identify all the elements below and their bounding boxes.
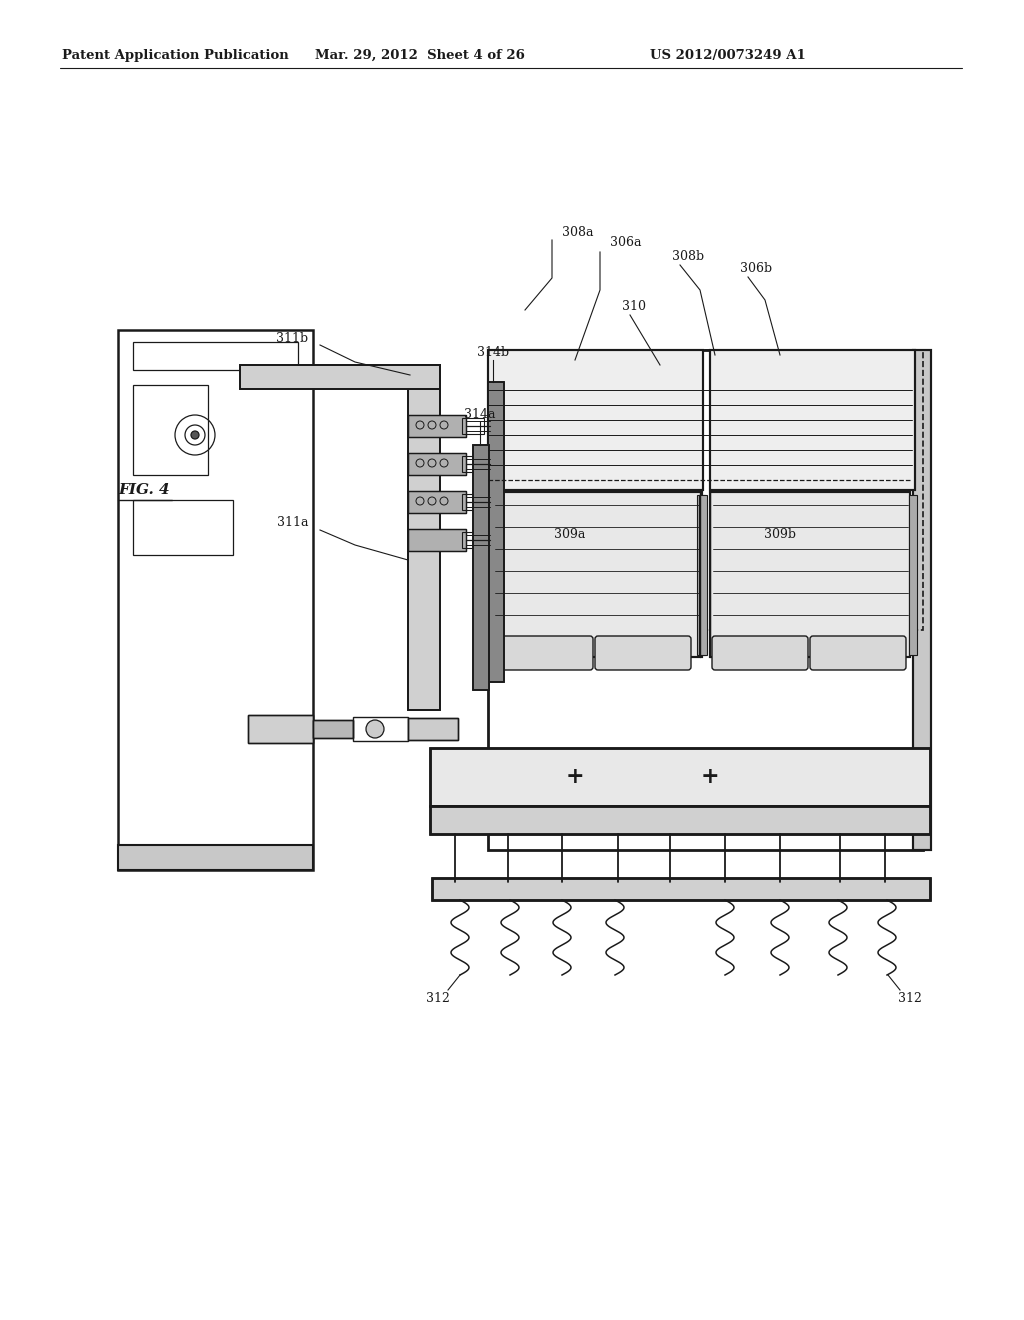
Bar (408, 414, 466, 437)
Text: FIG. 4: FIG. 4 (118, 483, 170, 498)
Bar (488, 350, 923, 630)
Text: Mar. 29, 2012  Sheet 4 of 26: Mar. 29, 2012 Sheet 4 of 26 (315, 49, 525, 62)
Text: 306a: 306a (610, 236, 641, 249)
Bar (408, 453, 466, 475)
Bar (133, 500, 233, 554)
Bar (462, 494, 484, 510)
FancyBboxPatch shape (497, 636, 593, 671)
Bar (408, 529, 466, 550)
Bar (408, 453, 466, 475)
Bar (488, 350, 923, 850)
Text: +: + (565, 766, 585, 788)
Bar (913, 350, 931, 850)
Bar (408, 718, 458, 741)
Text: 308b: 308b (672, 251, 705, 264)
Bar (430, 748, 930, 807)
Bar (462, 418, 484, 434)
Bar (492, 492, 702, 657)
Bar (430, 748, 930, 807)
FancyBboxPatch shape (810, 636, 906, 671)
Bar (313, 719, 353, 738)
Text: 311b: 311b (275, 331, 308, 345)
FancyBboxPatch shape (595, 636, 691, 671)
Bar (313, 719, 353, 738)
Bar (488, 350, 703, 490)
Bar (408, 529, 466, 550)
Text: 314b: 314b (477, 346, 509, 359)
Bar (408, 491, 466, 513)
Bar (118, 330, 313, 870)
Bar (248, 715, 313, 743)
Text: 306b: 306b (740, 263, 772, 276)
Bar (408, 414, 466, 437)
Bar (710, 492, 910, 657)
Text: 310: 310 (622, 301, 646, 314)
Bar (913, 350, 931, 850)
Text: 309a: 309a (554, 528, 586, 541)
Bar (710, 492, 910, 657)
Text: +: + (700, 766, 719, 788)
Bar (118, 845, 313, 870)
Bar (488, 350, 703, 490)
Text: 311a: 311a (276, 516, 308, 528)
Bar (710, 350, 915, 490)
Text: Patent Application Publication: Patent Application Publication (62, 49, 289, 62)
Bar (488, 381, 504, 682)
Bar (492, 492, 702, 657)
Bar (473, 445, 489, 690)
Text: 312: 312 (898, 991, 922, 1005)
Bar (710, 350, 915, 490)
Bar (432, 878, 930, 900)
Bar (248, 715, 313, 743)
Bar (133, 342, 298, 370)
Text: 309b: 309b (764, 528, 796, 541)
Bar (408, 366, 440, 710)
Bar (408, 366, 440, 710)
Bar (462, 455, 484, 473)
Bar (133, 385, 208, 475)
Circle shape (191, 432, 199, 440)
Bar (408, 718, 458, 741)
Bar (430, 807, 930, 834)
Text: 308a: 308a (562, 226, 594, 239)
Bar (240, 366, 440, 389)
FancyBboxPatch shape (712, 636, 808, 671)
Bar (430, 807, 930, 834)
Bar (240, 366, 440, 389)
Circle shape (366, 719, 384, 738)
Bar (462, 532, 484, 548)
Text: US 2012/0073249 A1: US 2012/0073249 A1 (650, 49, 806, 62)
Bar (488, 381, 504, 682)
Bar (699, 495, 707, 655)
Bar (353, 717, 408, 741)
Bar (408, 491, 466, 513)
Bar (432, 878, 930, 900)
Bar (487, 495, 495, 655)
Bar (697, 495, 705, 655)
Bar (473, 445, 489, 690)
Text: 314a: 314a (464, 408, 496, 421)
Bar (909, 495, 918, 655)
Text: 312: 312 (426, 991, 450, 1005)
